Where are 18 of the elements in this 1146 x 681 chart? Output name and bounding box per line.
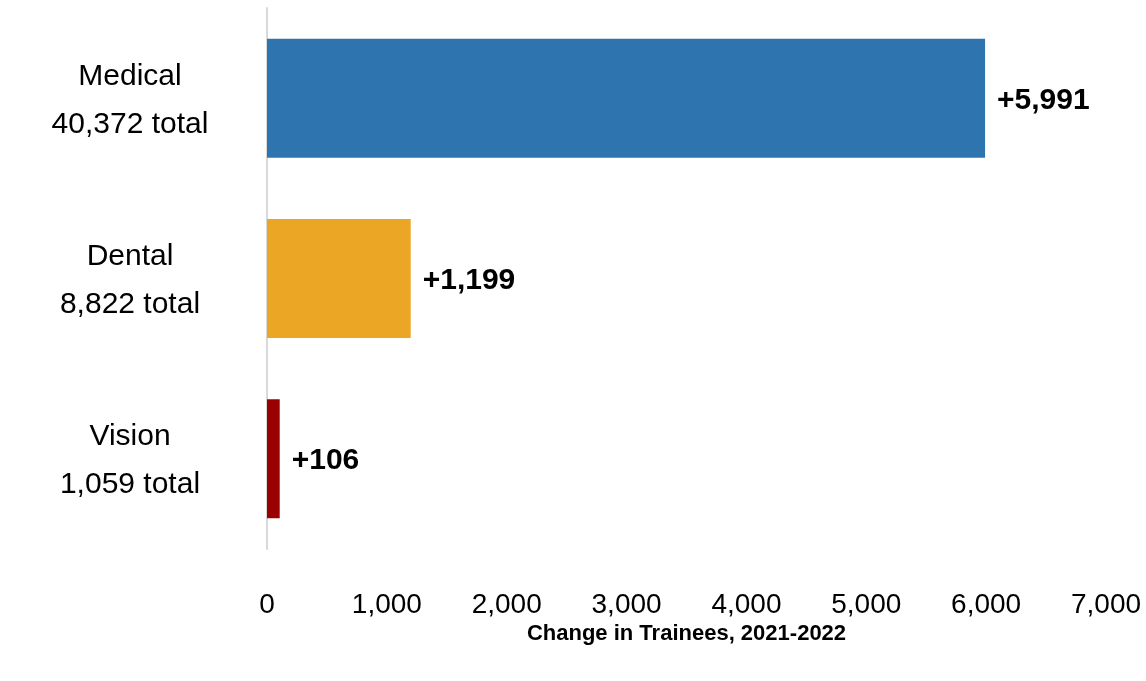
data-label: +1,199 (422, 262, 516, 295)
bar (267, 218, 411, 339)
x-tick-label: 7,000 (1070, 587, 1142, 619)
x-tick-label: 6,000 (951, 587, 1022, 619)
x-axis-title: Change in Trainees, 2021-2022 (526, 620, 847, 646)
x-tick-label: 3,000 (591, 587, 662, 619)
x-tick-label: 1,000 (351, 587, 422, 619)
x-tick-label: 5,000 (831, 587, 902, 619)
y-tick-label: Vision 1,059 total (59, 418, 201, 500)
bar (267, 399, 280, 519)
x-tick-label: 4,000 (711, 587, 782, 619)
x-tick-label: 0 (259, 587, 275, 619)
y-tick-label: Medical 40,372 total (51, 57, 209, 139)
x-tick-label: 2,000 (471, 587, 542, 619)
data-label: +5,991 (997, 81, 1090, 115)
data-label: +106 (291, 442, 360, 476)
y-tick-label: Dental 8,822 total (59, 238, 201, 319)
bar (267, 38, 986, 158)
